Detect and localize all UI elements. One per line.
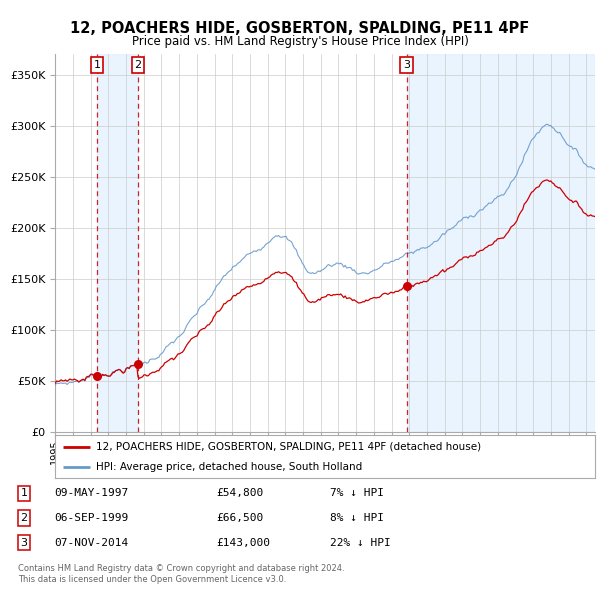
Text: 3: 3 — [20, 537, 28, 548]
Text: 22% ↓ HPI: 22% ↓ HPI — [330, 537, 391, 548]
Bar — [97, 54, 138, 432]
Bar — [407, 54, 595, 432]
Text: 8% ↓ HPI: 8% ↓ HPI — [330, 513, 384, 523]
Text: £66,500: £66,500 — [216, 513, 263, 523]
Text: 2: 2 — [20, 513, 28, 523]
Text: 06-SEP-1999: 06-SEP-1999 — [54, 513, 128, 523]
Text: HPI: Average price, detached house, South Holland: HPI: Average price, detached house, Sout… — [96, 462, 362, 472]
Text: 1: 1 — [20, 489, 28, 499]
Text: 12, POACHERS HIDE, GOSBERTON, SPALDING, PE11 4PF (detached house): 12, POACHERS HIDE, GOSBERTON, SPALDING, … — [96, 442, 481, 452]
Text: 1: 1 — [94, 60, 100, 70]
Text: £143,000: £143,000 — [216, 537, 270, 548]
Text: This data is licensed under the Open Government Licence v3.0.: This data is licensed under the Open Gov… — [18, 575, 286, 584]
Text: £54,800: £54,800 — [216, 489, 263, 499]
Text: 7% ↓ HPI: 7% ↓ HPI — [330, 489, 384, 499]
Text: 09-MAY-1997: 09-MAY-1997 — [54, 489, 128, 499]
Text: 07-NOV-2014: 07-NOV-2014 — [54, 537, 128, 548]
Text: 3: 3 — [403, 60, 410, 70]
Text: Price paid vs. HM Land Registry's House Price Index (HPI): Price paid vs. HM Land Registry's House … — [131, 35, 469, 48]
Text: 2: 2 — [134, 60, 142, 70]
Text: 12, POACHERS HIDE, GOSBERTON, SPALDING, PE11 4PF: 12, POACHERS HIDE, GOSBERTON, SPALDING, … — [70, 21, 530, 35]
Text: Contains HM Land Registry data © Crown copyright and database right 2024.: Contains HM Land Registry data © Crown c… — [18, 563, 344, 572]
